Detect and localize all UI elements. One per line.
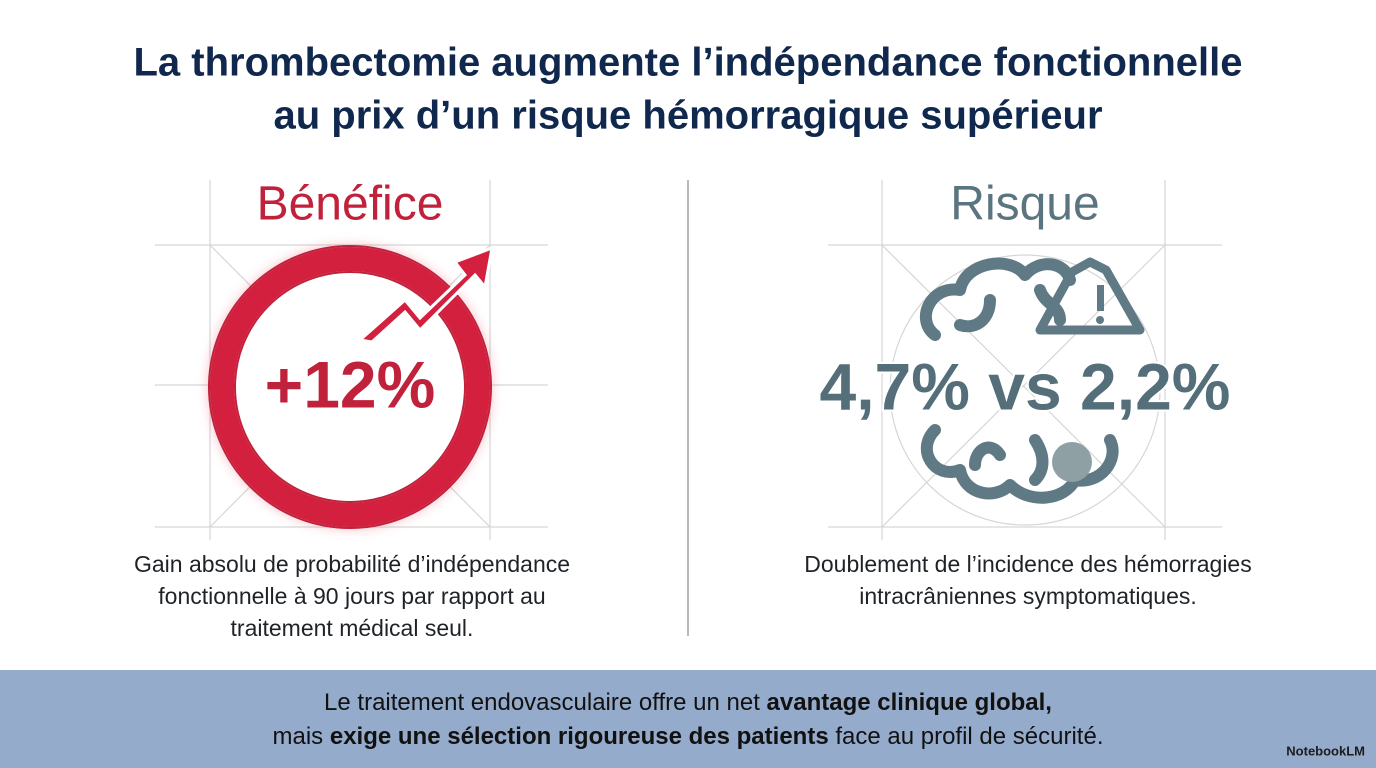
footer-segment: avantage clinique global, bbox=[767, 689, 1052, 716]
footer-band bbox=[0, 670, 1376, 768]
footer-segment: exige une sélection rigoureuse des patie… bbox=[330, 723, 829, 750]
benefit-ring bbox=[208, 245, 494, 529]
warning-dot bbox=[1096, 316, 1104, 324]
benefit-description: Gain absolu de probabilité d’indépendanc… bbox=[134, 551, 570, 577]
benefit-description: traitement médical seul. bbox=[231, 615, 474, 641]
footer-line: Le traitement endovasculaire offre un ne… bbox=[324, 689, 1052, 716]
title-line: au prix d’un risque hémorragique supérie… bbox=[273, 94, 1102, 138]
footer-segment: mais bbox=[273, 723, 330, 750]
title-line: La thrombectomie augmente l’indépendance… bbox=[133, 41, 1242, 85]
footer-line: mais exige une sélection rigoureuse des … bbox=[273, 723, 1104, 750]
lesion bbox=[1052, 442, 1092, 482]
brand: NotebookLM bbox=[1286, 743, 1365, 758]
risk-figure: 4,7% vs 2,2% bbox=[820, 349, 1231, 423]
brain-icon bbox=[919, 257, 1145, 504]
risk-description: intracrâniennes symptomatiques. bbox=[859, 583, 1197, 609]
risk-description: Doublement de l’incidence des hémorragie… bbox=[804, 551, 1251, 577]
benefit-heading: Bénéfice bbox=[257, 178, 444, 231]
footer-segment: Le traitement endovasculaire offre un ne… bbox=[324, 689, 767, 716]
footer-segment: face au profil de sécurité. bbox=[829, 723, 1104, 750]
warning-mark bbox=[1097, 285, 1104, 311]
benefit-description: fonctionnelle à 90 jours par rapport au bbox=[158, 583, 545, 609]
benefit-figure: +12% bbox=[265, 347, 436, 421]
risk-heading: Risque bbox=[950, 178, 1099, 231]
